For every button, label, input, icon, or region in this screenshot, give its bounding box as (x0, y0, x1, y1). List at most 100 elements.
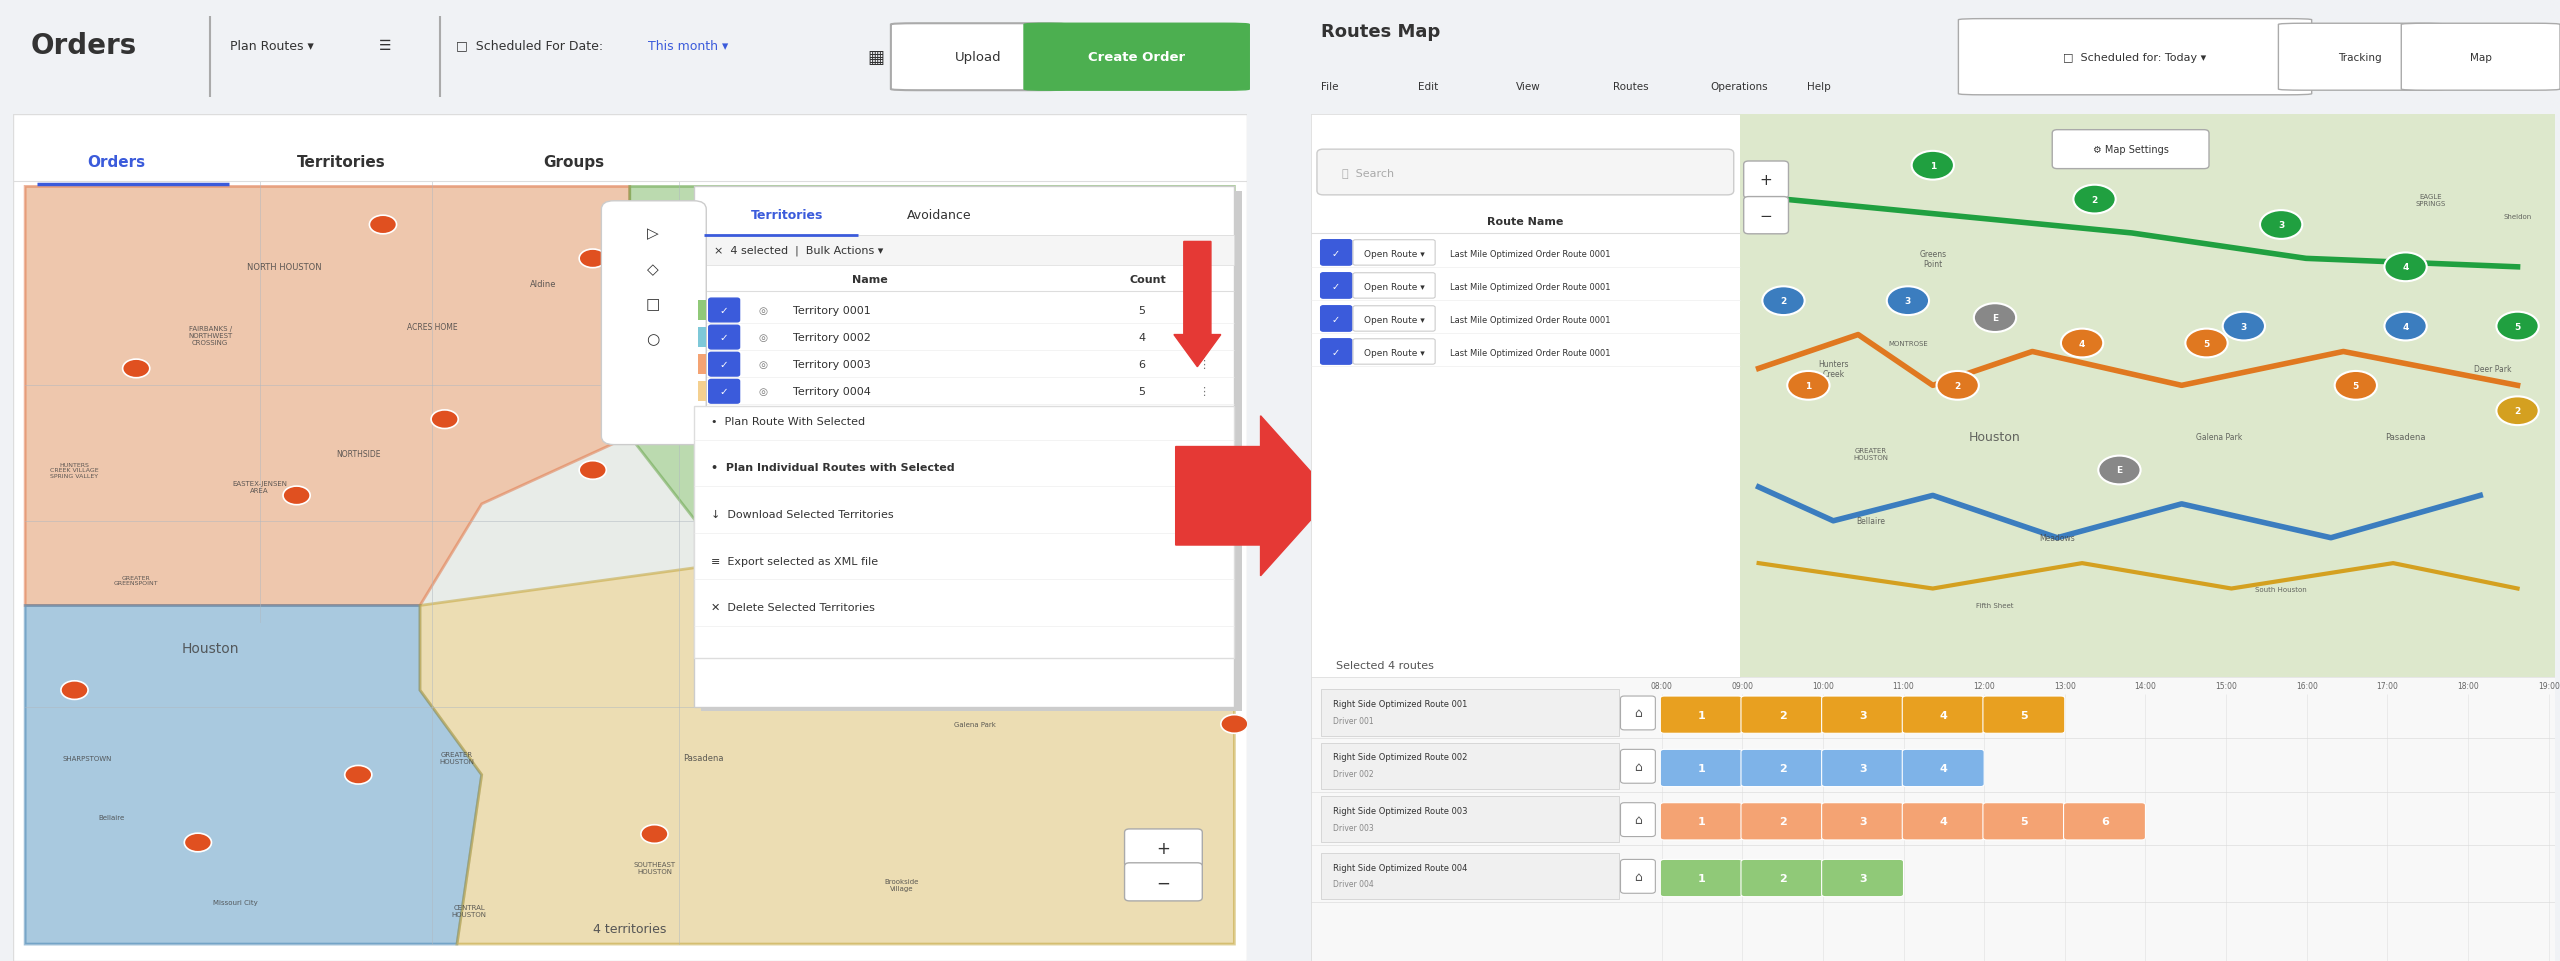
Text: ◎: ◎ (758, 387, 768, 397)
Text: Orders: Orders (87, 155, 146, 169)
Circle shape (1887, 287, 1930, 316)
Text: 4: 4 (1940, 763, 1948, 774)
Text: 15:00: 15:00 (2214, 680, 2237, 690)
FancyBboxPatch shape (1661, 750, 1743, 787)
Text: Galena Park: Galena Park (2196, 432, 2243, 441)
Text: Help: Help (1807, 82, 1830, 91)
Text: 14:00: 14:00 (2135, 680, 2156, 690)
Text: 3: 3 (1859, 763, 1866, 774)
Text: 2: 2 (1779, 763, 1787, 774)
Text: 1: 1 (1697, 763, 1705, 774)
FancyBboxPatch shape (709, 353, 740, 377)
Text: EASTEX-JENSEN
AREA: EASTEX-JENSEN AREA (233, 480, 287, 494)
FancyBboxPatch shape (1620, 750, 1656, 783)
Text: GREATER
HOUSTON: GREATER HOUSTON (1853, 447, 1889, 460)
Text: ▷: ▷ (648, 226, 658, 241)
FancyBboxPatch shape (1321, 307, 1352, 332)
Text: 13:00: 13:00 (2053, 680, 2076, 690)
Text: Open Route ▾: Open Route ▾ (1364, 250, 1423, 259)
Text: Fifth Sheet: Fifth Sheet (1976, 603, 2015, 609)
Text: 5: 5 (2514, 322, 2522, 332)
FancyBboxPatch shape (1124, 829, 1203, 867)
FancyBboxPatch shape (1741, 697, 1823, 733)
Text: FALL CREEK: FALL CREEK (1027, 263, 1073, 272)
FancyBboxPatch shape (1354, 307, 1436, 332)
Text: 4: 4 (2079, 339, 2086, 348)
FancyBboxPatch shape (1902, 750, 1984, 787)
Text: MONTROSE: MONTROSE (1889, 340, 1928, 347)
FancyBboxPatch shape (1620, 697, 1656, 730)
Text: Greens
Point: Greens Point (1920, 250, 1946, 269)
Text: 2: 2 (2514, 407, 2522, 416)
Text: □: □ (645, 297, 660, 312)
Circle shape (1221, 715, 1247, 733)
Circle shape (1221, 495, 1247, 513)
Text: Routes Map: Routes Map (1321, 23, 1441, 41)
Text: File: File (1321, 82, 1339, 91)
Text: Driver 001: Driver 001 (1334, 716, 1375, 726)
Text: •  Plan Route With Selected: • Plan Route With Selected (712, 416, 865, 427)
Text: 1: 1 (1697, 817, 1705, 826)
Text: Right Side Optimized Route 002: Right Side Optimized Route 002 (1334, 752, 1467, 762)
Circle shape (2099, 456, 2140, 485)
FancyBboxPatch shape (1902, 802, 1984, 840)
Circle shape (284, 486, 310, 505)
Text: ⋮: ⋮ (1198, 359, 1208, 370)
Text: ✓: ✓ (719, 333, 727, 343)
Text: 5: 5 (2204, 339, 2209, 348)
Text: Aldine: Aldine (530, 280, 556, 289)
Text: 18:00: 18:00 (2458, 680, 2478, 690)
FancyBboxPatch shape (1321, 796, 1620, 843)
Text: ⌂: ⌂ (1633, 870, 1641, 883)
Circle shape (1974, 304, 2017, 333)
FancyBboxPatch shape (2063, 802, 2145, 840)
Circle shape (579, 250, 607, 268)
Text: Last Mile Optimized Order Route 0001: Last Mile Optimized Order Route 0001 (1449, 283, 1610, 291)
Text: ⋮: ⋮ (1198, 333, 1208, 343)
Text: 3: 3 (1859, 874, 1866, 883)
Text: Sheldon: Sheldon (2504, 213, 2532, 220)
Text: 4: 4 (1940, 710, 1948, 720)
Text: Create Order: Create Order (1088, 51, 1185, 64)
Text: ◎: ◎ (758, 359, 768, 370)
Circle shape (1761, 287, 1805, 316)
Text: ⌂: ⌂ (1633, 706, 1641, 720)
Text: ◇: ◇ (648, 261, 658, 277)
FancyBboxPatch shape (701, 191, 1242, 711)
Text: HUNTERS
CREEK VILLAGE
SPRING VALLEY: HUNTERS CREEK VILLAGE SPRING VALLEY (51, 462, 100, 479)
Text: Right Side Optimized Route 001: Right Side Optimized Route 001 (1334, 700, 1467, 708)
Text: CENTRAL
HOUSTON: CENTRAL HOUSTON (453, 903, 486, 917)
Text: Bellaire: Bellaire (1856, 517, 1884, 526)
FancyBboxPatch shape (699, 382, 707, 402)
Circle shape (2222, 312, 2266, 341)
FancyBboxPatch shape (694, 407, 1234, 658)
FancyBboxPatch shape (1316, 150, 1733, 196)
Circle shape (2186, 330, 2227, 358)
FancyBboxPatch shape (694, 187, 1234, 707)
Text: Territory 0004: Territory 0004 (794, 387, 870, 397)
Text: Territory 0002: Territory 0002 (794, 333, 870, 343)
FancyBboxPatch shape (1741, 750, 1823, 787)
Text: ⚙ Map Settings: ⚙ Map Settings (2092, 145, 2168, 155)
Text: 3: 3 (2240, 322, 2248, 332)
Text: GREATER
GREENSPOINT: GREATER GREENSPOINT (113, 575, 159, 586)
Text: 5: 5 (2020, 817, 2028, 826)
Text: Driver 004: Driver 004 (1334, 879, 1375, 889)
Text: Meadows: Meadows (2040, 533, 2076, 543)
Text: 2: 2 (1779, 817, 1787, 826)
Text: Edit: Edit (1418, 82, 1439, 91)
Text: 1: 1 (1697, 710, 1705, 720)
FancyBboxPatch shape (1321, 240, 1352, 266)
Text: Territories: Territories (297, 155, 387, 169)
Text: 3: 3 (1859, 710, 1866, 720)
Text: 2: 2 (1953, 382, 1961, 390)
Circle shape (2383, 253, 2427, 282)
FancyBboxPatch shape (1321, 743, 1620, 789)
FancyBboxPatch shape (709, 299, 740, 323)
Text: 5: 5 (2020, 710, 2028, 720)
Circle shape (2061, 330, 2104, 358)
Circle shape (837, 259, 865, 277)
Circle shape (123, 359, 151, 379)
FancyBboxPatch shape (1321, 339, 1352, 365)
Text: ↓  Download Selected Territories: ↓ Download Selected Territories (712, 509, 893, 520)
